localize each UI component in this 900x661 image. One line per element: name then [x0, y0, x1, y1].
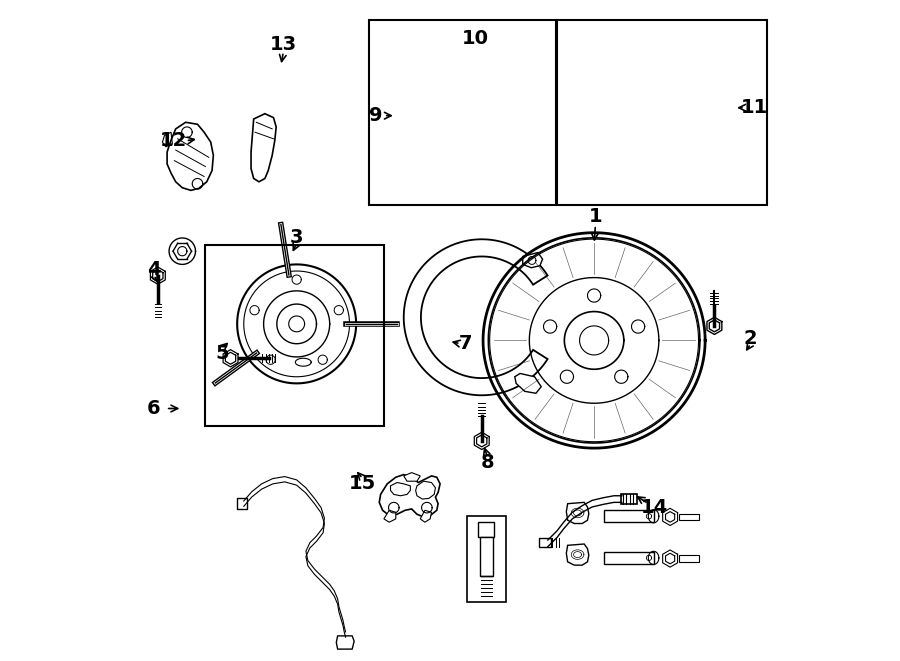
- Bar: [679, 555, 698, 562]
- Bar: [604, 510, 653, 522]
- Polygon shape: [379, 475, 440, 517]
- Bar: [620, 494, 637, 504]
- Text: 9: 9: [369, 106, 382, 125]
- Polygon shape: [404, 239, 547, 395]
- Polygon shape: [416, 481, 436, 499]
- Polygon shape: [391, 483, 410, 496]
- Text: 14: 14: [642, 498, 669, 517]
- Text: 3: 3: [290, 229, 303, 247]
- Text: 1: 1: [589, 208, 602, 226]
- Polygon shape: [566, 502, 589, 524]
- Bar: [480, 537, 493, 576]
- Text: 8: 8: [481, 453, 494, 472]
- Bar: [238, 498, 248, 509]
- Bar: [205, 245, 384, 426]
- Text: 12: 12: [160, 132, 187, 150]
- Text: 2: 2: [744, 329, 758, 348]
- Text: 7: 7: [459, 334, 472, 353]
- Polygon shape: [384, 510, 396, 522]
- Polygon shape: [523, 253, 543, 268]
- Polygon shape: [420, 510, 431, 522]
- Bar: [679, 514, 698, 520]
- Text: 4: 4: [147, 260, 161, 279]
- Text: 11: 11: [741, 98, 768, 117]
- Text: 13: 13: [270, 36, 297, 54]
- Text: 15: 15: [349, 475, 376, 493]
- Polygon shape: [566, 544, 589, 565]
- Bar: [604, 552, 653, 564]
- Bar: [466, 516, 506, 602]
- Text: 10: 10: [462, 29, 489, 48]
- Polygon shape: [515, 373, 541, 393]
- Text: 6: 6: [147, 399, 161, 418]
- Polygon shape: [251, 114, 276, 182]
- Bar: [539, 538, 551, 547]
- Bar: [369, 20, 556, 205]
- Polygon shape: [337, 636, 355, 649]
- Text: 5: 5: [215, 344, 229, 363]
- Polygon shape: [404, 473, 420, 481]
- Bar: [479, 522, 494, 537]
- Bar: [557, 20, 768, 205]
